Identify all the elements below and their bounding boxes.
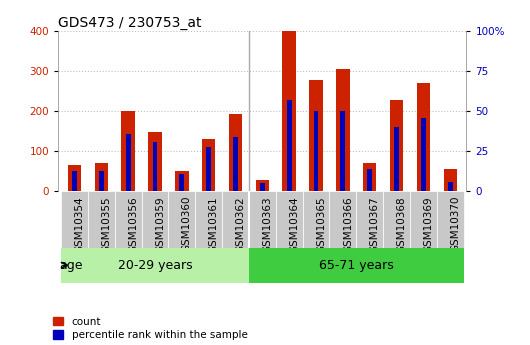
- Text: GSM10356: GSM10356: [128, 196, 138, 253]
- Text: GSM10361: GSM10361: [209, 196, 219, 253]
- Bar: [410, 191, 437, 248]
- Text: age: age: [59, 259, 82, 272]
- Bar: [148, 132, 162, 191]
- Bar: [444, 169, 457, 191]
- Bar: [260, 184, 265, 191]
- Bar: [310, 80, 323, 191]
- Bar: [394, 127, 399, 191]
- Bar: [437, 191, 464, 248]
- Text: GSM10355: GSM10355: [101, 196, 111, 253]
- Bar: [314, 111, 319, 191]
- Bar: [121, 111, 135, 191]
- Bar: [206, 147, 211, 191]
- Text: GSM10360: GSM10360: [182, 196, 192, 253]
- Text: 65-71 years: 65-71 years: [319, 259, 394, 272]
- Text: GSM10368: GSM10368: [396, 196, 407, 253]
- Text: GSM10367: GSM10367: [370, 196, 379, 253]
- Text: GDS473 / 230753_at: GDS473 / 230753_at: [58, 16, 202, 30]
- Bar: [417, 83, 430, 191]
- Bar: [94, 162, 108, 191]
- Bar: [356, 191, 383, 248]
- Bar: [249, 248, 464, 283]
- Text: GSM10359: GSM10359: [155, 196, 165, 253]
- Bar: [421, 118, 426, 191]
- Text: GSM10366: GSM10366: [343, 196, 353, 253]
- Bar: [195, 191, 222, 248]
- Bar: [390, 100, 403, 191]
- Bar: [229, 114, 242, 191]
- Bar: [448, 182, 453, 191]
- Bar: [367, 169, 372, 191]
- Text: GSM10369: GSM10369: [423, 196, 434, 253]
- Bar: [222, 191, 249, 248]
- Bar: [233, 137, 238, 191]
- Text: 20-29 years: 20-29 years: [118, 259, 192, 272]
- Bar: [61, 191, 88, 248]
- Text: GSM10362: GSM10362: [235, 196, 245, 253]
- Text: GSM10363: GSM10363: [262, 196, 272, 253]
- Bar: [114, 191, 142, 248]
- Bar: [330, 191, 356, 248]
- Bar: [287, 100, 292, 191]
- Bar: [99, 171, 104, 191]
- Legend: count, percentile rank within the sample: count, percentile rank within the sample: [53, 317, 248, 340]
- Bar: [88, 191, 114, 248]
- Bar: [126, 134, 130, 191]
- Bar: [175, 171, 189, 191]
- Text: GSM10370: GSM10370: [450, 196, 460, 253]
- Bar: [336, 69, 350, 191]
- Bar: [202, 139, 215, 191]
- Bar: [363, 162, 376, 191]
- Bar: [142, 191, 169, 248]
- Bar: [72, 171, 77, 191]
- Bar: [179, 174, 184, 191]
- Bar: [249, 191, 276, 248]
- Bar: [282, 31, 296, 191]
- Bar: [303, 191, 330, 248]
- Text: GSM10365: GSM10365: [316, 196, 326, 253]
- Bar: [340, 111, 346, 191]
- Text: GSM10364: GSM10364: [289, 196, 299, 253]
- Text: GSM10354: GSM10354: [74, 196, 84, 253]
- Bar: [276, 191, 303, 248]
- Bar: [255, 180, 269, 191]
- Bar: [169, 191, 195, 248]
- Bar: [61, 248, 249, 283]
- Bar: [68, 165, 81, 191]
- Bar: [383, 191, 410, 248]
- Bar: [153, 142, 157, 191]
